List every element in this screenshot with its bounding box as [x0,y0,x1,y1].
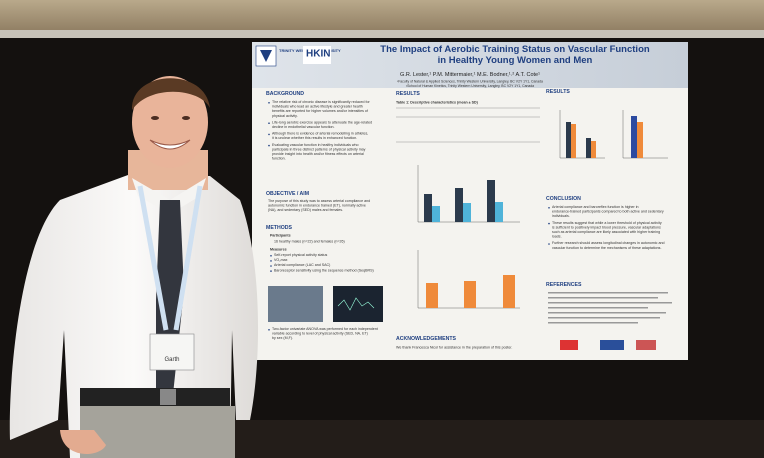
bullet-dot [270,265,272,267]
bullet-dot [270,270,272,272]
logo-text: HKIN [306,48,330,59]
section-heading: BACKGROUND [266,91,304,97]
chart-image [559,110,668,159]
section-heading: OBJECTIVE / AIM [266,191,309,197]
sponsor-logo [560,340,578,350]
bullets: Arterial compliance and baroreflex funct… [548,205,664,250]
eye [151,116,159,120]
subheading: Measures [270,247,287,251]
bullet-dot [268,102,270,104]
bullet: These results suggest that while a lower… [552,221,662,239]
bullet-dot [270,260,272,262]
method-photo [268,286,323,322]
bullets: Self-report physical activity status VO₂m… [270,253,374,273]
trace [337,297,375,311]
reference-lines [548,292,672,324]
bullets: The relative risk of chronic disease is … [268,100,372,161]
subheading: Participants [270,233,291,237]
bullet: 16 healthy males (n=22) and females (n=2… [274,239,345,243]
bullet: Further research should assess longitudi… [552,242,664,251]
bullet: Self-report physical activity status [274,253,328,257]
hair [131,78,210,110]
bullet-dot [270,255,272,257]
buckle [160,389,176,405]
shirt [9,175,259,458]
poster-title: The Impact of Aerobic Training Status on… [380,44,650,66]
trousers [80,406,235,458]
section-heading: CONCLUSION [546,196,581,202]
bullet-dot [548,243,550,245]
section-heading: REFERENCES [546,282,582,288]
bullet-dot [548,222,550,225]
bullet: Arterial compliance and baroreflex funct… [552,205,664,218]
section-heading: METHODS [266,225,292,231]
paragraph: The purpose of this study was to assess … [268,199,370,212]
paragraph: The purpose of this study was to assess … [268,199,370,212]
wall [0,0,764,34]
sponsor-logo [636,340,656,350]
table-caption: Table 1: Descriptive characteristics (me… [396,100,479,104]
lanyard [137,185,203,331]
chart-image [417,165,520,223]
poster-authors: G.R. Lester,¹ P.M. Mittermaier,¹ M.E. Bo… [400,72,540,78]
section-heading: ACKNOWLEDGEMENTS [396,336,456,342]
smile [149,139,191,150]
method-photo [333,286,383,322]
chart-image [417,250,520,309]
bullet: Although there is evidence of arterial r… [272,132,368,141]
affiliation: ¹Faculty of Natural & Applied Sciences, … [397,79,543,83]
badge-name: Garth [164,357,179,363]
bullet-dot [548,207,550,209]
belt [80,388,230,406]
bullet-dot [268,122,270,124]
badge [149,333,195,371]
section-heading: RESULTS [546,89,570,95]
bullet-dot [268,144,270,147]
logo-mark [260,50,272,62]
table [396,107,540,143]
bullet: Baroreceptor sensitivity using the seque… [274,269,374,273]
paragraph: Two-factor univariate ANOVA was performe… [268,327,378,341]
bullet: Evaluating vascular function in healthy … [272,143,366,161]
board-frame [0,30,764,38]
person: Garth [9,76,259,458]
hand [60,430,106,455]
poster: TRINITY WESTERN UNIVERSITY HKIN The Impa… [252,42,688,360]
bullet: Life-long aerobic exercise appears to at… [272,121,372,130]
eye [182,116,190,120]
sponsor-logo [600,340,624,350]
bullet: VO₂max [274,259,288,263]
paragraph: We thank Francesca Nicol for assistance … [396,345,512,349]
bullet: The relative risk of chronic disease is … [272,100,370,118]
bullet-dot [268,133,270,136]
bullet: Arterial compliance (LAC and SAC) [274,264,330,268]
section-heading: RESULTS [396,91,420,97]
affiliation: ²School of Human Kinetics, Trinity Weste… [406,84,534,88]
bullet: Two-factor univariate ANOVA was performe… [272,327,378,340]
face [132,76,208,168]
bullet-dot [268,329,270,331]
logo-box [303,46,331,64]
